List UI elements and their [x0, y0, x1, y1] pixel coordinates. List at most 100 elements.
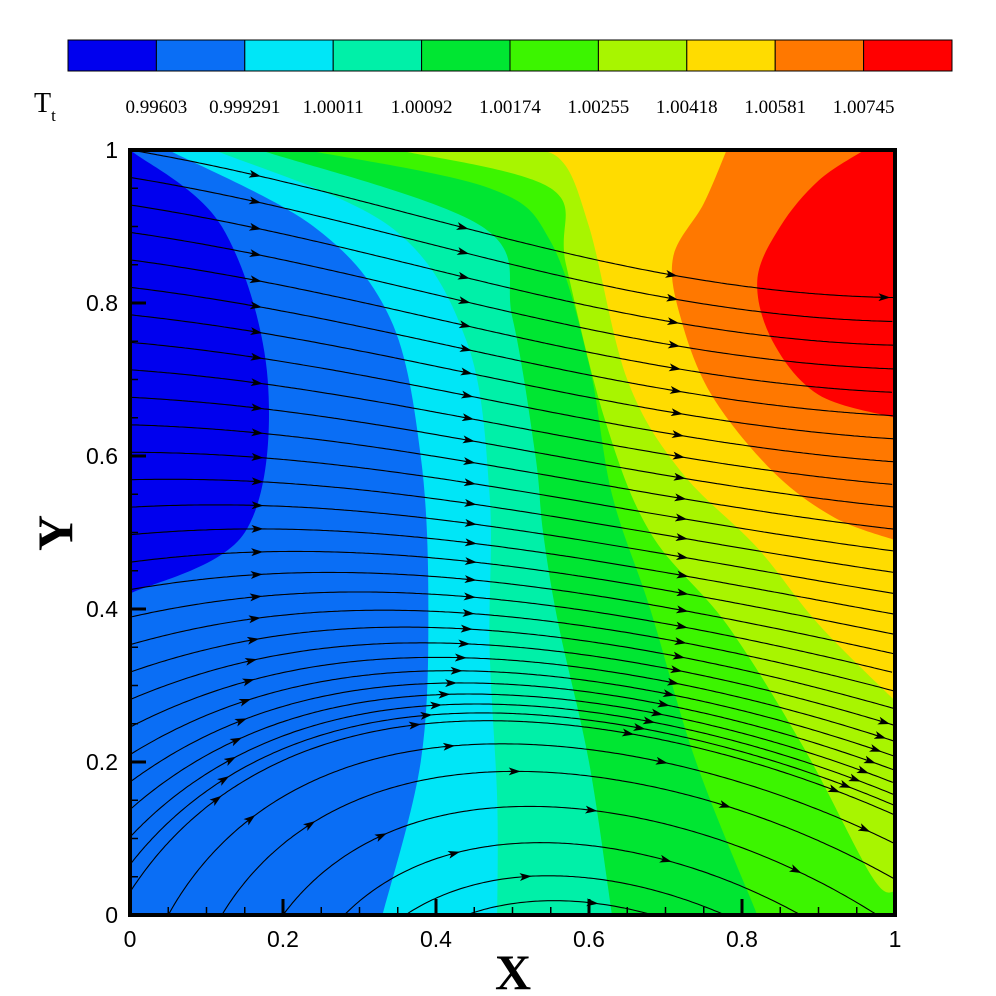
streamline-arrow — [249, 301, 263, 310]
streamline-arrow — [234, 718, 248, 727]
streamline-arrow — [676, 570, 689, 579]
tick-labels: 0 0.2 0.4 0.6 0.8 1 0 0.2 0.4 0.6 0.8 1 — [86, 137, 901, 952]
streamline-arrow — [251, 452, 264, 461]
streamline-arrow — [675, 552, 689, 561]
streamline-arrow — [718, 800, 732, 808]
streamline-arrow — [238, 698, 252, 707]
x-tick-label: 0.6 — [573, 926, 605, 952]
streamline-arrow — [675, 533, 688, 541]
axis-ticks — [128, 148, 897, 917]
streamline-arrow — [655, 756, 668, 765]
streamline-arrow — [229, 737, 243, 747]
streamline-arrow — [674, 493, 687, 502]
streamline-arrow — [464, 538, 478, 547]
streamline-arrow — [675, 621, 688, 630]
legend-level-label: 1.00581 — [744, 97, 806, 118]
streamline-arrow — [674, 637, 687, 645]
streamline — [130, 720, 895, 893]
streamline-arrow — [246, 636, 260, 645]
streamline-arrow — [464, 518, 477, 527]
streamline-arrow — [216, 776, 230, 786]
streamline-arrow — [584, 805, 598, 814]
y-tick-label: 0.2 — [86, 749, 118, 775]
streamline — [167, 743, 894, 915]
legend-level-label: 1.00418 — [656, 97, 718, 118]
streamline-arrow — [856, 765, 869, 774]
streamline-arrow — [673, 472, 686, 481]
legend-level-label: 1.00011 — [303, 97, 364, 118]
streamline-arrow — [462, 457, 476, 465]
streamline-arrow — [250, 403, 264, 412]
legend-level-label: 1.00745 — [833, 97, 895, 118]
streamline-arrow — [863, 755, 876, 764]
streamline-arrow — [662, 689, 676, 698]
legend-level-label: 1.00174 — [479, 97, 541, 118]
streamline-arrow — [659, 854, 672, 863]
streamline-arrow — [243, 814, 256, 826]
legend-level-labels: 0.99603 0.999291 1.00011 1.00092 1.00174 1.00… — [126, 97, 895, 118]
streamline-arrow — [669, 665, 683, 674]
x-axis-label: X — [495, 944, 531, 996]
legend-level-label: 1.00255 — [568, 97, 630, 118]
plot-area: 0 0.2 0.4 0.6 0.8 1 0 0.2 0.4 0.6 0.8 1 X Y — [27, 137, 901, 996]
streamline-arrow — [519, 873, 532, 882]
legend-title: Tt — [34, 88, 56, 125]
legend-level-label: 0.999291 — [209, 97, 280, 118]
streamline-arrow — [447, 850, 461, 859]
streamline-arrow — [456, 222, 469, 230]
streamline-arrow — [461, 413, 475, 422]
legend-cell — [774, 39, 865, 72]
y-tick-label: 0.6 — [86, 443, 118, 469]
streamline-arrow — [464, 575, 477, 584]
streamline-arrow — [657, 699, 670, 708]
streamline-arrow — [667, 340, 681, 349]
y-tick-label: 1 — [105, 137, 118, 163]
x-tick-label: 1 — [889, 926, 902, 952]
streamline-arrow — [248, 196, 262, 205]
streamline-arrow — [458, 320, 472, 329]
contour-regions — [130, 150, 895, 915]
streamline-arrow — [209, 795, 222, 807]
streamline-arrow — [459, 344, 472, 352]
streamline-arrow — [442, 742, 456, 751]
legend-cell — [509, 39, 599, 72]
streamline-arrow — [250, 378, 263, 387]
streamline-arrow — [848, 773, 861, 782]
streamline — [130, 703, 894, 838]
streamline-arrow — [672, 651, 685, 660]
legend-cell — [244, 39, 334, 72]
streamline — [343, 842, 801, 915]
streamline-arrow — [462, 435, 475, 444]
legend-color-cells — [67, 39, 953, 72]
legend-title-main: T — [34, 88, 51, 119]
streamline — [405, 875, 724, 915]
x-tick-label: 0.8 — [726, 926, 758, 952]
streamline — [282, 805, 875, 915]
contour-region — [757, 150, 895, 418]
streamline-arrow — [868, 744, 882, 752]
streamline-arrow — [456, 247, 470, 255]
streamline — [466, 900, 651, 915]
streamline-arrow — [249, 249, 262, 258]
streamline-arrow — [249, 275, 262, 284]
streamline — [130, 693, 894, 810]
streamline-arrow — [670, 408, 684, 417]
streamline-arrow — [374, 833, 387, 842]
streamline-arrow — [650, 708, 664, 717]
x-tick-label: 0 — [124, 926, 137, 952]
legend-cell — [686, 39, 776, 72]
streamline-arrow — [838, 779, 852, 788]
streamline-arrow — [666, 317, 680, 326]
streamline — [130, 712, 895, 865]
streamline-arrow — [665, 293, 679, 302]
streamline-arrow — [665, 269, 678, 278]
streamline-arrow — [671, 430, 684, 439]
streamline-arrow — [457, 271, 470, 280]
y-axis-label: Y — [27, 515, 83, 551]
color-legend: Tt 0.99603 0.999291 1.00011 1.00092 1.00174 1… — [34, 39, 953, 125]
legend-title-subscript: t — [51, 106, 56, 125]
streamline-arrow — [248, 169, 261, 178]
streamline-arrow — [460, 367, 473, 376]
legend-level-label: 0.99603 — [126, 97, 188, 118]
